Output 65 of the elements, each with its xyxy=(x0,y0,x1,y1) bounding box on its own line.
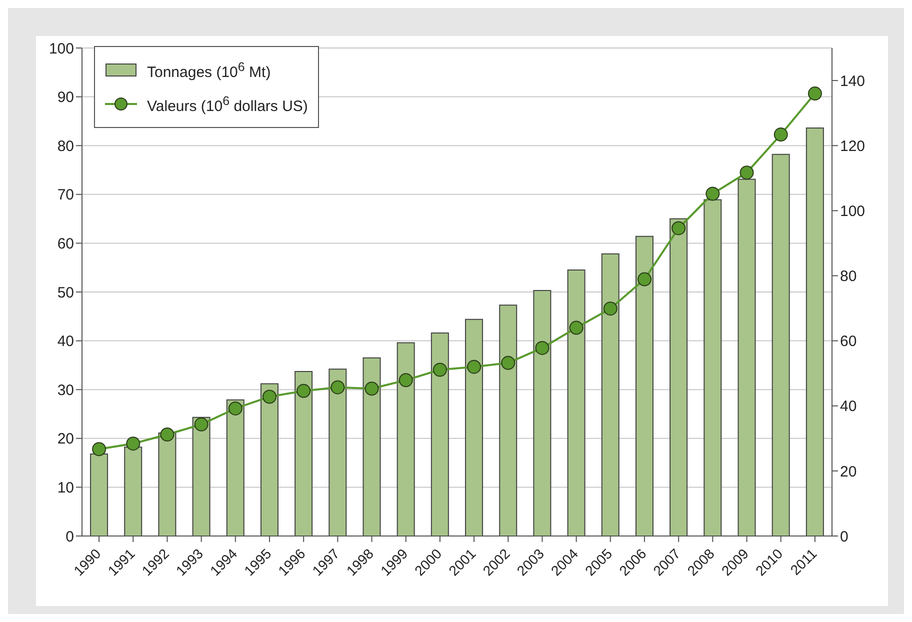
y2-tick-label: 140 xyxy=(840,72,866,90)
legend-label: Tonnages (10$^{6}$ Mt) xyxy=(147,60,271,80)
bar xyxy=(124,446,142,536)
point xyxy=(808,86,822,101)
point xyxy=(706,186,720,201)
y-tick-label: 100 xyxy=(48,40,74,58)
y-tick-label: 60 xyxy=(57,236,74,253)
y2-tick-label: 20 xyxy=(840,463,857,480)
bar xyxy=(158,432,176,536)
point xyxy=(364,382,379,396)
bar xyxy=(328,368,347,536)
legend-label: Valeurs (10$^{6}$ dollars US) xyxy=(147,94,308,114)
y2-tick-label: 0 xyxy=(840,528,848,546)
y-tick-label: 20 xyxy=(57,430,74,448)
bar xyxy=(670,218,688,536)
bar xyxy=(601,253,620,536)
point xyxy=(126,436,140,451)
y-tick-label: 0 xyxy=(66,528,74,546)
point xyxy=(603,302,618,316)
point xyxy=(501,356,516,370)
bar xyxy=(430,332,449,536)
y-tick-label: 90 xyxy=(57,89,74,106)
point xyxy=(569,320,584,335)
y2-tick-label: 80 xyxy=(840,268,857,286)
y-tick-label: 10 xyxy=(57,480,74,497)
point xyxy=(160,427,174,442)
y2-tick-label: 40 xyxy=(840,398,857,416)
point xyxy=(672,221,686,236)
bar xyxy=(362,357,381,536)
point xyxy=(774,128,788,142)
bar xyxy=(226,399,244,536)
bar xyxy=(90,454,108,536)
bar xyxy=(772,154,790,536)
point xyxy=(432,362,447,377)
bar xyxy=(294,371,313,536)
y-tick-label: 50 xyxy=(57,284,74,302)
y-tick-label: 80 xyxy=(57,138,74,155)
y-tick-label: 30 xyxy=(57,382,74,399)
bar xyxy=(635,236,654,536)
y-tick-label: 70 xyxy=(57,186,74,204)
bar xyxy=(704,199,722,536)
bar xyxy=(533,290,552,536)
y2-tick-label: 100 xyxy=(840,202,866,220)
bar xyxy=(499,304,518,536)
bar xyxy=(260,383,278,536)
point xyxy=(296,384,311,398)
point xyxy=(194,417,208,432)
point xyxy=(262,390,276,404)
point xyxy=(228,401,242,416)
point xyxy=(330,380,345,394)
bar xyxy=(192,416,210,536)
point xyxy=(467,360,482,374)
point xyxy=(92,442,106,456)
point xyxy=(535,340,550,355)
y2-tick-label: 60 xyxy=(840,333,857,350)
y-tick-label: 40 xyxy=(57,333,74,350)
y2-tick-label: 120 xyxy=(840,138,866,155)
bar xyxy=(465,318,484,536)
bar xyxy=(738,178,756,536)
bar xyxy=(806,128,824,536)
bar xyxy=(396,342,415,536)
bar xyxy=(567,270,586,536)
point xyxy=(638,272,652,286)
point xyxy=(398,373,413,388)
point xyxy=(740,166,754,180)
